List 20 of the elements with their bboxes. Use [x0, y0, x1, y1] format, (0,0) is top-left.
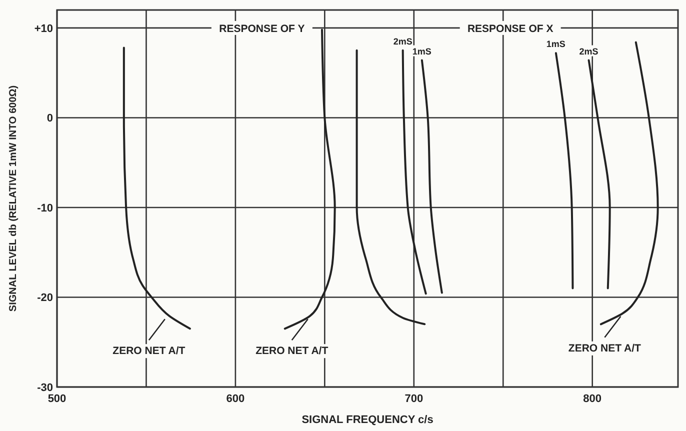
y-tick-label: -30 [37, 382, 53, 394]
series-label: 2mS [579, 46, 598, 56]
y-tick-label: 0 [46, 112, 53, 125]
x-tick-label: 600 [226, 393, 245, 405]
x-tick-label: 700 [404, 393, 424, 405]
series-label: 2mS [393, 36, 412, 46]
y-axis-title: SIGNAL LEVEL db (RELATIVE 1mW INTO 600Ω) [8, 85, 19, 312]
x-tick-label: 800 [583, 393, 602, 405]
annotation: ZERO NET A/T [112, 345, 186, 358]
annotation: RESPONSE OF X [467, 22, 554, 35]
annotation: ZERO NET A/T [568, 342, 642, 354]
x-axis-title: SIGNAL FREQUENCY c/s [302, 414, 434, 426]
series-label: 1mS [546, 39, 566, 50]
annotation: RESPONSE OF Y [219, 22, 305, 35]
x-tick-label: 500 [48, 393, 66, 405]
annotation: ZERO NET A/T [256, 345, 329, 358]
y-tick-label: +10 [34, 22, 53, 35]
y-tick-label: -20 [37, 292, 53, 304]
series-label: 1mS [412, 46, 432, 56]
y-tick-label: -10 [37, 202, 53, 214]
